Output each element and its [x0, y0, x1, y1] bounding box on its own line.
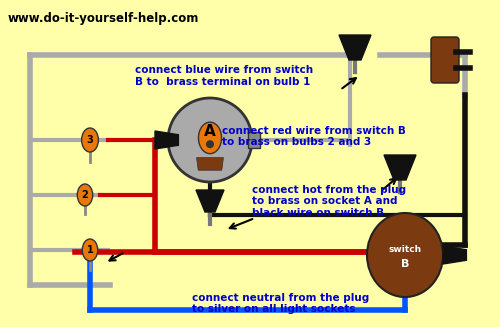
Text: connect red wire from switch B
to brass on bulbs 2 and 3: connect red wire from switch B to brass …: [222, 126, 406, 147]
Text: 3: 3: [86, 135, 94, 145]
Ellipse shape: [198, 122, 222, 154]
Text: connect blue wire from switch
B to  brass terminal on bulb 1: connect blue wire from switch B to brass…: [135, 65, 313, 87]
FancyBboxPatch shape: [248, 132, 260, 148]
Text: 1: 1: [86, 245, 94, 255]
Ellipse shape: [82, 239, 98, 261]
FancyBboxPatch shape: [431, 37, 459, 83]
Polygon shape: [196, 158, 224, 170]
Text: connect hot from the plug
to brass on socket A and
black wire on switch B: connect hot from the plug to brass on so…: [252, 185, 406, 218]
Circle shape: [168, 98, 252, 182]
Text: 2: 2: [82, 190, 88, 200]
Polygon shape: [196, 190, 224, 212]
Circle shape: [206, 140, 214, 148]
Text: www.do-it-yourself-help.com: www.do-it-yourself-help.com: [8, 12, 200, 25]
Ellipse shape: [82, 128, 98, 152]
Polygon shape: [339, 35, 371, 60]
Ellipse shape: [367, 213, 443, 297]
Text: A: A: [204, 124, 216, 139]
Ellipse shape: [78, 184, 92, 206]
Polygon shape: [384, 155, 416, 180]
Polygon shape: [155, 131, 178, 149]
Polygon shape: [443, 246, 466, 264]
Text: connect neutral from the plug
to silver on all light sockets: connect neutral from the plug to silver …: [192, 293, 370, 314]
Text: B: B: [401, 259, 409, 269]
Text: switch: switch: [388, 245, 422, 253]
